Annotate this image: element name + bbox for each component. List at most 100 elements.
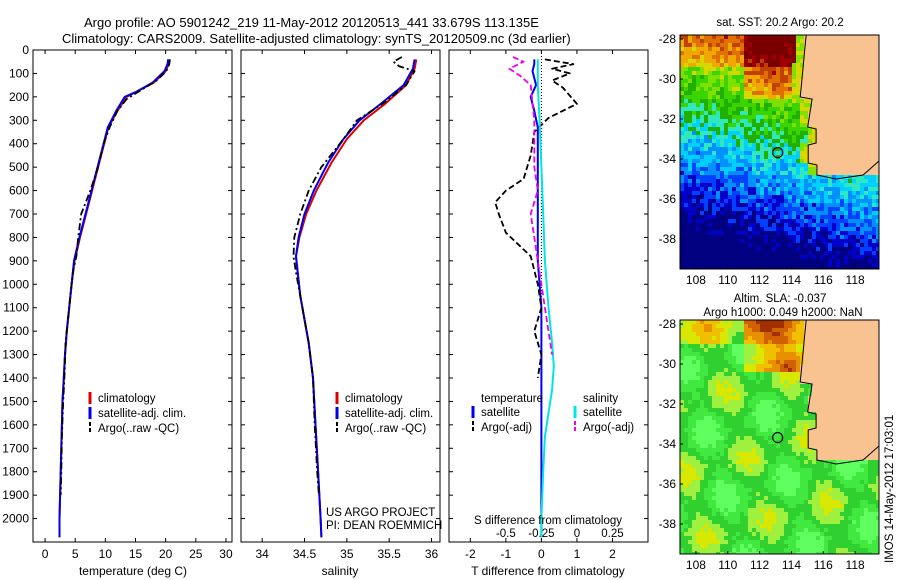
map-cell — [716, 203, 720, 207]
map-cell — [824, 59, 828, 63]
map-cell — [772, 83, 776, 87]
map-cell — [808, 223, 812, 227]
map-cell — [776, 404, 780, 408]
map-cell — [832, 187, 836, 191]
map-cell — [828, 171, 832, 175]
map-cell — [836, 139, 840, 143]
map-cell — [684, 344, 688, 348]
map-cell — [816, 388, 820, 392]
map-cell — [832, 420, 836, 424]
map-cell — [828, 195, 832, 199]
map-cell — [808, 235, 812, 239]
map-cell — [708, 139, 712, 143]
map-cell — [836, 328, 840, 332]
map-cell — [716, 87, 720, 91]
map-cell — [804, 159, 808, 163]
map-cell — [820, 99, 824, 103]
map-cell — [820, 111, 824, 115]
map-cell — [792, 115, 796, 119]
map-cell — [724, 127, 728, 131]
map-cell — [700, 267, 704, 269]
map-cell — [828, 356, 832, 360]
temperature-legend: climatology satellite-adj. clim. Argo(..… — [88, 392, 186, 435]
map-cell — [848, 356, 852, 360]
map-cell — [776, 456, 780, 460]
map-cell — [788, 328, 792, 332]
map-cell — [804, 372, 808, 376]
map-cell — [756, 139, 760, 143]
map-cell — [852, 51, 856, 55]
map-cell — [852, 207, 856, 211]
map-cell — [860, 95, 864, 99]
map-cell — [824, 47, 828, 51]
map-cell — [792, 340, 796, 344]
map-cell — [828, 392, 832, 396]
map-cell — [768, 408, 772, 412]
map-cell — [764, 396, 768, 400]
map-cell — [860, 107, 864, 111]
map-cell — [848, 368, 852, 372]
map-cell — [784, 147, 788, 151]
map-cell — [720, 267, 724, 269]
map-cell — [696, 131, 700, 135]
map-cell — [764, 107, 768, 111]
map-cell — [876, 416, 879, 420]
map-cell — [776, 43, 780, 47]
map-cell — [816, 215, 820, 219]
map-cell — [716, 159, 720, 163]
map-cell — [736, 456, 740, 460]
map-cell — [800, 440, 804, 444]
header-line1: Argo profile: AO 5901242_219 11-May-2012… — [84, 15, 539, 30]
map-cell — [788, 151, 792, 155]
map-cell — [728, 255, 732, 259]
map-cell — [844, 115, 848, 119]
map-cell — [688, 436, 692, 440]
map-cell — [816, 103, 820, 107]
map-cell — [716, 59, 720, 63]
map-cell — [692, 412, 696, 416]
map-cell — [684, 103, 688, 107]
map-cell — [804, 408, 808, 412]
map-cell — [772, 440, 776, 444]
map-cell — [724, 432, 728, 436]
map-cell — [680, 239, 684, 243]
map-cell — [856, 51, 860, 55]
map-cell — [768, 255, 772, 259]
map-cell — [792, 143, 796, 147]
map-cell — [788, 416, 792, 420]
map-cell — [828, 384, 832, 388]
map-cell — [780, 231, 784, 235]
map-cell — [684, 75, 688, 79]
map-cell — [852, 408, 856, 412]
map-cell — [840, 340, 844, 344]
map-cell — [840, 35, 844, 39]
map-cell — [700, 95, 704, 99]
map-cell — [852, 127, 856, 131]
map-cell — [752, 179, 756, 183]
map-cell — [776, 328, 780, 332]
map-cell — [716, 239, 720, 243]
map-cell — [764, 267, 768, 269]
map-cell — [792, 147, 796, 151]
map-cell — [780, 155, 784, 159]
map-cell — [708, 356, 712, 360]
map-cell — [720, 59, 724, 63]
map-cell — [872, 444, 876, 448]
map-cell — [708, 392, 712, 396]
map-cell — [812, 267, 816, 269]
map-cell — [760, 328, 764, 332]
y-tick-label: 2000 — [2, 512, 29, 526]
map-cell — [724, 171, 728, 175]
map-cell — [712, 59, 716, 63]
map-cell — [872, 63, 876, 67]
map-cell — [756, 59, 760, 63]
map-cell — [724, 79, 728, 83]
map-cell — [736, 219, 740, 223]
map-cell — [700, 211, 704, 215]
map-cell — [716, 340, 720, 344]
map-cell — [780, 380, 784, 384]
map-cell — [744, 372, 748, 376]
legend-s-argo-label: Argo(-adj) — [583, 422, 634, 434]
map-cell — [760, 147, 764, 151]
map-cell — [844, 227, 848, 231]
